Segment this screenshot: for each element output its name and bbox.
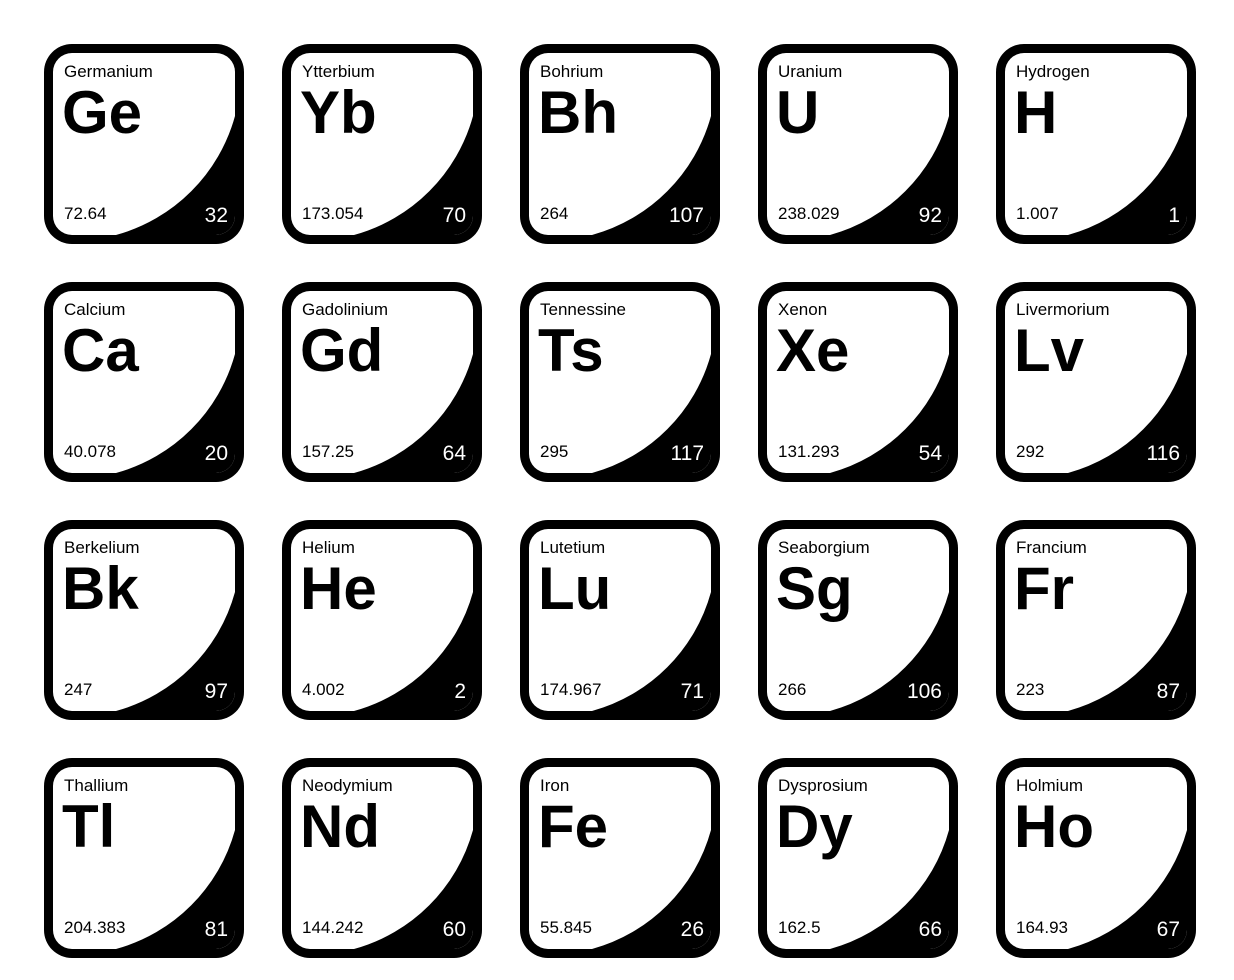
element-symbol: Ca: [62, 316, 139, 385]
element-tile: NeodymiumNd144.24260: [282, 758, 482, 958]
element-atomic-mass: 266: [778, 680, 806, 700]
element-tile: BohriumBh264107: [520, 44, 720, 244]
element-tile: DysprosiumDy162.566: [758, 758, 958, 958]
element-tile: BerkeliumBk24797: [44, 520, 244, 720]
element-symbol: He: [300, 554, 377, 623]
element-atomic-mass: 72.64: [64, 204, 107, 224]
element-atomic-mass: 247: [64, 680, 92, 700]
element-atomic-number: 107: [669, 204, 704, 228]
element-tile: IronFe55.84526: [520, 758, 720, 958]
element-tile: HolmiumHo164.9367: [996, 758, 1196, 958]
element-tile: HeliumHe4.0022: [282, 520, 482, 720]
element-symbol: Bh: [538, 78, 618, 147]
element-symbol: Bk: [62, 554, 139, 623]
element-tile: FranciumFr22387: [996, 520, 1196, 720]
element-atomic-mass: 204.383: [64, 918, 125, 938]
element-atomic-mass: 1.007: [1016, 204, 1059, 224]
element-atomic-number: 97: [205, 680, 228, 704]
element-tile: LutetiumLu174.96771: [520, 520, 720, 720]
element-atomic-number: 67: [1157, 918, 1180, 942]
element-atomic-number: 116: [1147, 442, 1180, 466]
element-atomic-mass: 4.002: [302, 680, 345, 700]
element-symbol: Ts: [538, 316, 604, 385]
element-tile: TennessineTs295117: [520, 282, 720, 482]
element-atomic-mass: 157.25: [302, 442, 354, 462]
element-atomic-mass: 292: [1016, 442, 1044, 462]
element-symbol: Ho: [1014, 792, 1094, 861]
element-tile: CalciumCa40.07820: [44, 282, 244, 482]
element-atomic-number: 117: [671, 442, 704, 466]
element-symbol: Lv: [1014, 316, 1084, 385]
element-symbol: Dy: [776, 792, 853, 861]
element-tile: YtterbiumYb173.05470: [282, 44, 482, 244]
element-tile: GermaniumGe72.6432: [44, 44, 244, 244]
element-symbol: Ge: [62, 78, 142, 147]
element-atomic-number: 87: [1157, 680, 1180, 704]
element-atomic-number: 1: [1168, 204, 1180, 228]
element-atomic-mass: 238.029: [778, 204, 839, 224]
element-atomic-number: 26: [681, 918, 704, 942]
periodic-element-grid: GermaniumGe72.6432 YtterbiumYb173.05470 …: [0, 0, 1234, 980]
element-atomic-number: 32: [205, 204, 228, 228]
element-atomic-mass: 264: [540, 204, 568, 224]
element-symbol: Tl: [62, 792, 115, 861]
element-atomic-mass: 295: [540, 442, 568, 462]
element-atomic-mass: 144.242: [302, 918, 363, 938]
element-tile: GadoliniumGd157.2564: [282, 282, 482, 482]
element-atomic-number: 60: [443, 918, 466, 942]
element-symbol: H: [1014, 78, 1057, 147]
element-symbol: Gd: [300, 316, 383, 385]
element-atomic-number: 20: [205, 442, 228, 466]
element-tile: UraniumU238.02992: [758, 44, 958, 244]
element-atomic-mass: 131.293: [778, 442, 839, 462]
element-atomic-mass: 55.845: [540, 918, 592, 938]
element-atomic-number: 81: [205, 918, 228, 942]
element-atomic-mass: 174.967: [540, 680, 601, 700]
element-symbol: Yb: [300, 78, 377, 147]
element-atomic-mass: 173.054: [302, 204, 363, 224]
element-atomic-number: 71: [681, 680, 704, 704]
element-atomic-number: 2: [454, 680, 466, 704]
element-atomic-number: 92: [919, 204, 942, 228]
element-symbol: Nd: [300, 792, 380, 861]
element-atomic-number: 106: [907, 680, 942, 704]
element-symbol: Fe: [538, 792, 608, 861]
element-atomic-number: 64: [443, 442, 466, 466]
element-atomic-number: 66: [919, 918, 942, 942]
element-tile: XenonXe131.29354: [758, 282, 958, 482]
element-symbol: Lu: [538, 554, 611, 623]
element-symbol: Xe: [776, 316, 849, 385]
element-atomic-mass: 162.5: [778, 918, 821, 938]
element-symbol: Fr: [1014, 554, 1074, 623]
element-atomic-mass: 223: [1016, 680, 1044, 700]
element-tile: LivermoriumLv292116: [996, 282, 1196, 482]
element-tile: SeaborgiumSg266106: [758, 520, 958, 720]
element-atomic-mass: 164.93: [1016, 918, 1068, 938]
element-tile: ThalliumTl204.38381: [44, 758, 244, 958]
element-tile: HydrogenH1.0071: [996, 44, 1196, 244]
element-atomic-number: 70: [443, 204, 466, 228]
element-atomic-mass: 40.078: [64, 442, 116, 462]
element-symbol: Sg: [776, 554, 853, 623]
element-symbol: U: [776, 78, 819, 147]
element-atomic-number: 54: [919, 442, 942, 466]
